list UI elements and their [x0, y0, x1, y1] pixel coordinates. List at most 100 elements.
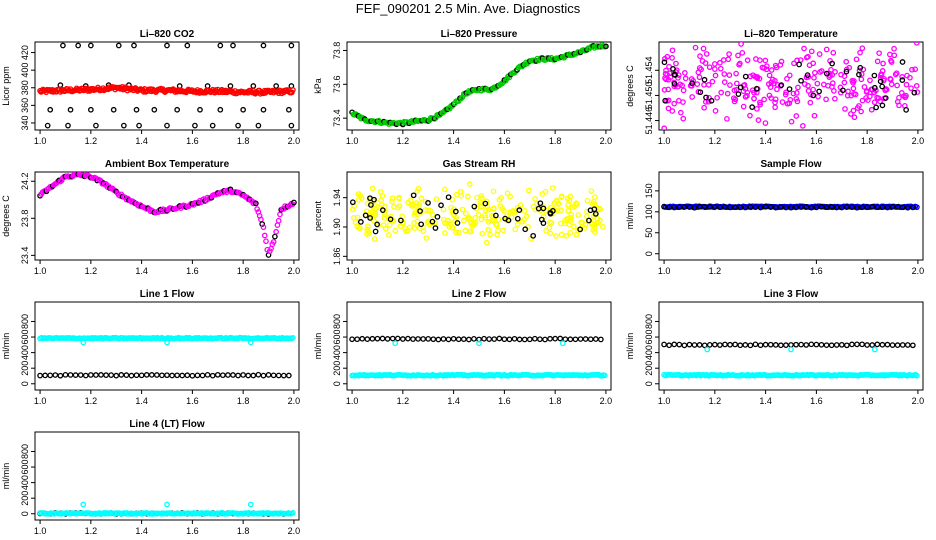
series-point-magenta	[263, 238, 269, 245]
x-tick-label: 1.6	[186, 526, 199, 536]
series-point-yellow	[591, 194, 598, 201]
series-point-black	[823, 70, 830, 77]
x-tick-label: 1.0	[34, 266, 47, 276]
series-point-magenta	[277, 211, 283, 218]
series-point-magenta	[700, 45, 707, 52]
series-point-magenta	[853, 56, 860, 63]
x-tick-label: 2.0	[600, 266, 613, 276]
series-point-magenta	[726, 51, 732, 57]
x-tick-label: 1.4	[759, 266, 772, 276]
y-axis-label: degrees C	[1, 195, 11, 237]
series-point-black	[128, 372, 135, 379]
series-point-black	[567, 336, 574, 343]
series-point-black	[420, 336, 427, 342]
series-point-black	[214, 371, 221, 378]
series-point-black	[732, 341, 739, 348]
series-point-magenta	[671, 100, 678, 107]
series-point-black	[110, 106, 117, 113]
data-layer	[37, 501, 296, 517]
series-point-magenta	[273, 228, 280, 235]
plot-frame	[658, 301, 924, 391]
series-point-yellow	[369, 185, 376, 192]
series-point-magenta	[838, 71, 844, 78]
series-point-yellow	[356, 224, 362, 231]
chart-p10: Line 4 (LT) Flow 1.0 1.2 1.4 1.6 1.8 2.0 0 20040…	[1, 419, 300, 536]
series-point-black	[174, 106, 181, 113]
series-point-yellow	[566, 197, 573, 204]
series-point-black	[869, 203, 876, 210]
series-point-black	[123, 372, 130, 379]
series-point-black	[67, 372, 74, 378]
series-dip-point	[247, 339, 254, 346]
series-point-black	[153, 372, 160, 378]
series-point-black	[703, 94, 709, 101]
series-point-magenta	[739, 50, 746, 56]
series-point-magenta	[711, 66, 718, 72]
series-point-magenta	[768, 67, 775, 73]
series-point-black	[793, 341, 799, 348]
x-tick-label: 1.4	[759, 396, 772, 406]
series-point-black	[387, 216, 394, 223]
series-point-magenta	[830, 49, 837, 56]
y-tick-label: 51.454	[644, 57, 654, 85]
x-tick-label: 1.6	[810, 266, 823, 276]
series-point-black	[737, 204, 744, 211]
series-point-black	[577, 336, 584, 342]
series-point-yellow	[571, 203, 578, 210]
series-point-yellow	[395, 204, 401, 211]
series-point-black	[803, 342, 810, 348]
series-point-magenta	[254, 206, 260, 212]
series-point-black	[747, 204, 754, 210]
series-point-black	[164, 372, 170, 379]
series-point-yellow	[519, 218, 526, 225]
series-point-yellow	[464, 193, 471, 200]
series-point-magenta	[899, 74, 905, 80]
series-point-black	[899, 342, 906, 348]
series-point-yellow	[371, 218, 377, 224]
series-point-magenta	[259, 221, 266, 227]
series-point-magenta	[888, 81, 895, 88]
series-point-black	[840, 87, 846, 94]
series-point-yellow	[418, 195, 425, 202]
series-point-black	[440, 336, 447, 342]
series-point-black	[505, 217, 512, 224]
series-point-black	[415, 336, 421, 342]
x-tick-label: 1.2	[397, 396, 410, 406]
series-point-black	[486, 336, 493, 342]
series-point-magenta	[680, 115, 687, 122]
series-point-magenta	[878, 71, 885, 78]
series-point-black	[164, 42, 170, 49]
series-point-black	[686, 341, 693, 348]
series-point-magenta	[843, 58, 850, 65]
series-point-black	[661, 59, 668, 66]
x-tick-label: 1.0	[346, 396, 359, 406]
series-point-black	[874, 341, 881, 348]
series-point-yellow	[478, 216, 485, 223]
series-point-yellow	[423, 235, 430, 241]
series-point-black	[540, 205, 547, 212]
series-point-magenta	[669, 47, 676, 54]
series-point-black	[471, 203, 478, 210]
series-dip-point	[164, 339, 170, 346]
x-tick-label: 1.6	[498, 136, 511, 146]
series-dip-point	[871, 346, 878, 353]
series-point-yellow	[385, 232, 392, 238]
chart-title: Line 2 Flow	[452, 289, 507, 300]
series-point-black	[859, 204, 865, 211]
series-point-magenta	[701, 81, 707, 88]
series-point-black	[410, 192, 417, 199]
series-point-magenta	[272, 233, 278, 240]
series-point-green	[506, 74, 513, 81]
series-point-magenta	[712, 72, 719, 79]
series-point-magenta	[896, 94, 902, 101]
series-point-yellow	[397, 223, 404, 230]
series-point-yellow	[468, 220, 474, 227]
series-point-yellow	[512, 226, 519, 233]
series-dip-point	[164, 501, 170, 508]
series-point-black	[47, 372, 54, 379]
series-point-magenta	[275, 217, 282, 224]
series-point-yellow	[475, 211, 482, 218]
series-point-black	[399, 336, 406, 342]
x-tick-label: 1.8	[861, 396, 874, 406]
series-point-black	[796, 61, 802, 68]
